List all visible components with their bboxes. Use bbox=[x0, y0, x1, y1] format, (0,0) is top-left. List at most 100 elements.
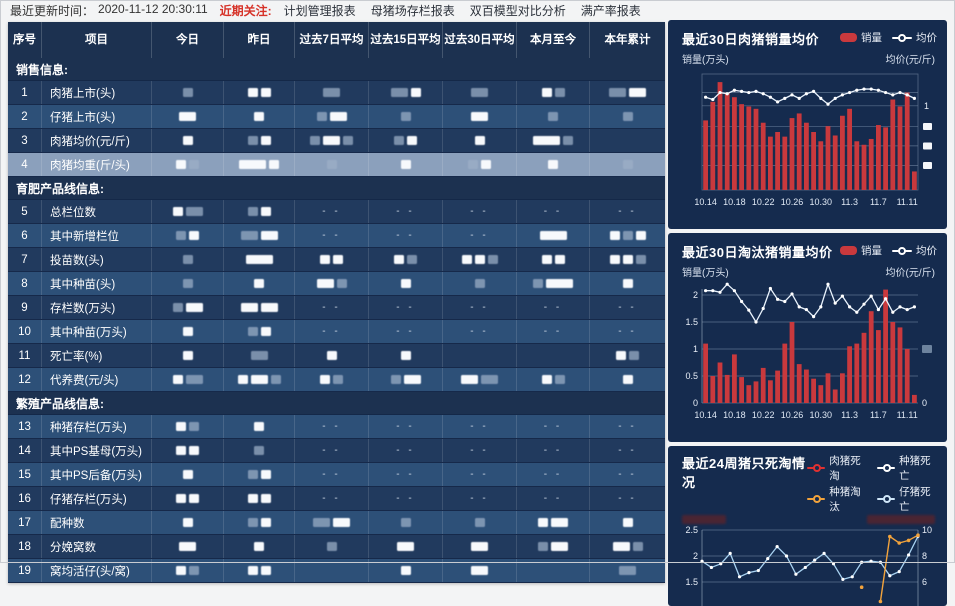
no-data-dashes: - - bbox=[618, 206, 637, 217]
legend-item[interactable]: 种猪淘汰 bbox=[807, 484, 867, 514]
redacted-value-block bbox=[176, 566, 186, 575]
redacted-value-block bbox=[407, 255, 417, 264]
redacted-value-block bbox=[260, 136, 271, 145]
y-left-axis-label-redacted bbox=[682, 515, 726, 524]
data-cell: - - bbox=[517, 320, 590, 343]
table-row[interactable]: 5 总栏位数 - - - - - - - - - - bbox=[8, 200, 665, 224]
legend-item[interactable]: 销量 bbox=[840, 30, 882, 45]
table-row[interactable]: 14 其中PS基母(万头) - - - - - - - - - - bbox=[8, 439, 665, 463]
data-cell bbox=[590, 105, 665, 128]
redacted-value-block bbox=[176, 446, 186, 455]
no-data-dashes: - - bbox=[543, 302, 563, 313]
table-row[interactable]: 12 代养费(元/头) bbox=[8, 368, 665, 392]
data-cell bbox=[224, 535, 295, 558]
redacted-value-block bbox=[172, 207, 183, 216]
redacted-value-block bbox=[474, 136, 485, 145]
data-cell bbox=[443, 511, 517, 534]
svg-text:10.18: 10.18 bbox=[723, 197, 746, 207]
report-link[interactable]: 双百模型对比分析 bbox=[469, 4, 566, 18]
row-label: 窝均活仔(头/窝) bbox=[42, 559, 152, 582]
table-row[interactable]: 13 种猪存栏(万头) - - - - - - - - - - bbox=[8, 415, 665, 439]
table-row[interactable]: 15 其中PS后备(万头) - - - - - - - - - - bbox=[8, 463, 665, 487]
redacted-value-block bbox=[254, 446, 264, 455]
redacted-value-block bbox=[269, 160, 279, 169]
row-label: 存栏数(万头) bbox=[42, 296, 152, 319]
data-cell bbox=[152, 415, 224, 438]
redacted-value-block bbox=[333, 375, 343, 384]
redacted-value-block bbox=[189, 160, 199, 169]
table-row[interactable]: 16 仔猪存栏(万头) - - - - - - - - - - bbox=[8, 487, 665, 511]
data-cell bbox=[517, 105, 590, 128]
redacted-value-block bbox=[182, 518, 193, 527]
column-header: 过去30日平均 bbox=[443, 22, 517, 58]
row-number: 14 bbox=[8, 439, 42, 462]
redacted-value-block bbox=[538, 542, 548, 551]
redacted-value-block bbox=[260, 231, 278, 240]
table-row[interactable]: 6 其中新增栏位 - - - - - - bbox=[8, 224, 665, 248]
row-number: 3 bbox=[8, 129, 42, 152]
table-row[interactable]: 18 分娩窝数 bbox=[8, 535, 665, 559]
no-data-dashes: - - bbox=[396, 421, 415, 432]
row-number: 2 bbox=[8, 105, 42, 128]
data-cell bbox=[152, 559, 224, 582]
redacted-value-block bbox=[247, 566, 258, 575]
redacted-value-block bbox=[260, 207, 271, 216]
redacted-value-block bbox=[616, 351, 626, 360]
redacted-value-block bbox=[179, 542, 196, 551]
svg-text:10.22: 10.22 bbox=[752, 197, 775, 207]
table-row[interactable]: 4 肉猪均重(斤/头) bbox=[8, 153, 665, 177]
data-cell: - - bbox=[517, 296, 590, 319]
table-row[interactable]: 7 投苗数(头) bbox=[8, 248, 665, 272]
redacted-value-block bbox=[471, 112, 488, 121]
redacted-value-block bbox=[189, 566, 199, 575]
table-row[interactable]: 8 其中种苗(头) bbox=[8, 272, 665, 296]
data-cell bbox=[517, 272, 590, 295]
data-cell bbox=[224, 153, 295, 176]
data-cell: - - bbox=[443, 415, 517, 438]
table-row[interactable]: 3 肉猪均价(元/斤) bbox=[8, 129, 665, 153]
redacted-value-block bbox=[400, 518, 411, 527]
report-link[interactable]: 母猪场存栏报表 bbox=[370, 4, 455, 18]
table-row[interactable]: 1 肉猪上市(头) bbox=[8, 81, 665, 105]
legend-item[interactable]: 均价 bbox=[892, 243, 937, 258]
section-header-row: 繁殖产品线信息: bbox=[8, 392, 665, 415]
redacted-value-block bbox=[394, 136, 404, 145]
legend-item[interactable]: 肉猪死淘 bbox=[807, 453, 867, 483]
row-number: 17 bbox=[8, 511, 42, 534]
svg-text:11.3: 11.3 bbox=[841, 197, 858, 207]
legend-item[interactable]: 仔猪死亡 bbox=[877, 484, 937, 514]
redacted-value-block bbox=[185, 375, 203, 384]
report-link[interactable]: 计划管理报表 bbox=[283, 4, 356, 18]
update-time-value: 2020-11-12 20:30:11 bbox=[98, 2, 208, 16]
redacted-value-block bbox=[533, 279, 543, 288]
data-cell: - - bbox=[590, 320, 665, 343]
legend-line-dot-icon bbox=[877, 495, 896, 503]
table-row[interactable]: 9 存栏数(万头) - - - - - - - - - - bbox=[8, 296, 665, 320]
report-link[interactable]: 满产率报表 bbox=[580, 4, 641, 18]
row-number: 7 bbox=[8, 248, 42, 271]
section-header-row: 育肥产品线信息: bbox=[8, 177, 665, 200]
table-row[interactable]: 2 仔猪上市(头) bbox=[8, 105, 665, 129]
svg-text:10.26: 10.26 bbox=[781, 197, 804, 207]
row-label: 配种数 bbox=[42, 511, 152, 534]
column-header: 项目 bbox=[42, 22, 152, 58]
data-cell bbox=[224, 129, 295, 152]
data-cell bbox=[295, 344, 369, 367]
table-row[interactable]: 17 配种数 bbox=[8, 511, 665, 535]
table-row[interactable]: 10 其中种苗(万头) - - - - - - - - - - bbox=[8, 320, 665, 344]
column-header: 序号 bbox=[8, 22, 42, 58]
chart-title: 最近30日肉猪销量均价 bbox=[682, 32, 819, 47]
table-row[interactable]: 11 死亡率(%) bbox=[8, 344, 665, 368]
legend-item[interactable]: 种猪死亡 bbox=[877, 453, 937, 483]
weekly-death-cull-plot: 2.5 10 2 8 1.5 6 bbox=[685, 526, 932, 606]
redacted-value-block bbox=[548, 112, 558, 121]
data-cell bbox=[224, 296, 295, 319]
no-data-dashes: - - bbox=[618, 302, 637, 313]
no-data-dashes: - - bbox=[543, 493, 563, 504]
legend-item[interactable]: 销量 bbox=[840, 243, 882, 258]
row-label: 肉猪上市(头) bbox=[42, 81, 152, 104]
redacted-value-block bbox=[172, 375, 183, 384]
no-data-dashes: - - bbox=[543, 469, 563, 480]
legend-label: 仔猪死亡 bbox=[899, 486, 931, 513]
legend-item[interactable]: 均价 bbox=[892, 30, 937, 45]
